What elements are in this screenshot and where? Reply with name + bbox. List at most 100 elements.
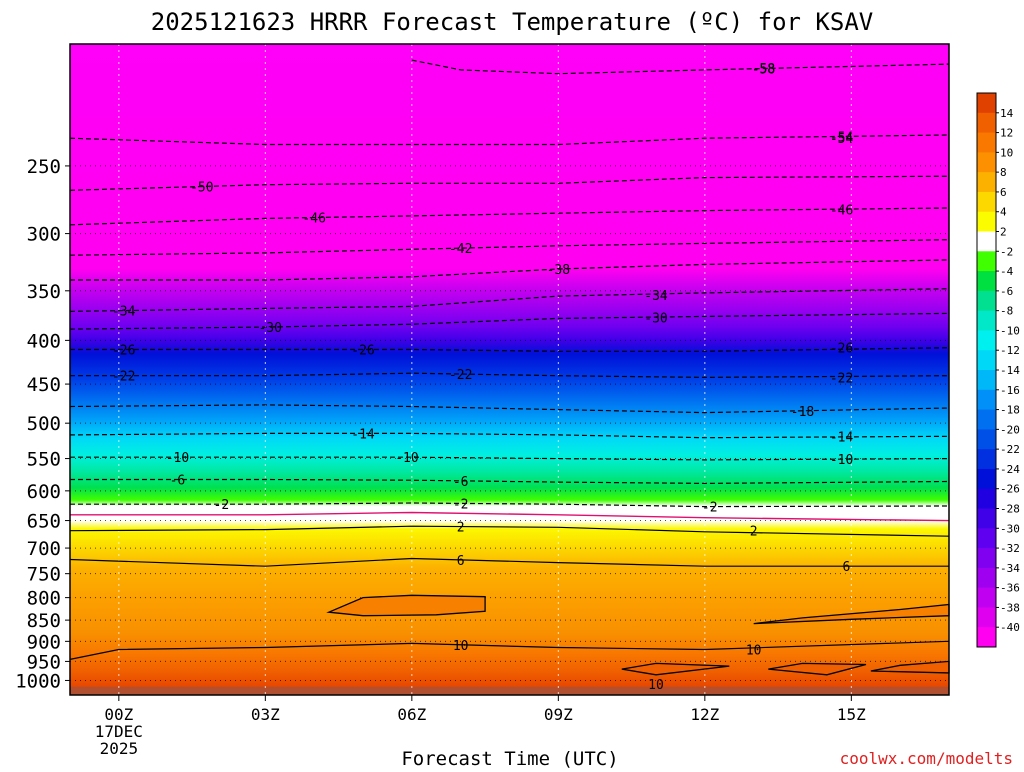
isotherm-label: -38 <box>547 263 570 278</box>
isotherm-label: -30 <box>644 311 667 326</box>
colorbar-swatch <box>977 627 996 648</box>
colorbar-label: -38 <box>1000 601 1020 614</box>
isotherm-label: -46 <box>830 203 853 218</box>
colorbar-swatch <box>977 251 996 272</box>
y-tick-label: 550 <box>27 449 61 471</box>
colorbar-label: -18 <box>1000 404 1020 417</box>
y-tick-label: 850 <box>27 610 61 632</box>
isotherm-label: -26 <box>112 344 135 359</box>
colorbar-swatch <box>977 548 996 569</box>
y-tick-label: 650 <box>27 511 61 533</box>
colorbar-swatch <box>977 409 996 430</box>
colorbar: 14 12 10 8 6 4 2 -2 -4 -6 -8 -10 -12 -14 -16 -18 -20 -22 -… <box>976 92 1020 648</box>
isotherm-line <box>69 207 950 226</box>
axes: 2503003504004505005506006507007508008509… <box>15 43 950 758</box>
freezing-line <box>70 511 950 522</box>
colorbar-label: -22 <box>1000 443 1020 456</box>
colorbar-label: 2 <box>1000 226 1007 239</box>
isotherm-line <box>69 239 950 256</box>
colorbar-swatch <box>977 389 996 411</box>
x-tick-label: 09Z <box>544 705 573 724</box>
isotherm-layer: -58-54-50-46-42-38-34-30-26-22-18-14-10-… <box>69 59 950 693</box>
x-tick-year: 2025 <box>100 739 139 758</box>
chart-title: 2025121623 HRRR Forecast Temperature (ºC… <box>151 8 873 36</box>
y-tick-label: 750 <box>27 564 61 586</box>
isotherm-label: -58 <box>752 62 775 77</box>
x-tick-date: 17DEC <box>95 722 143 741</box>
colorbar-label: 10 <box>1000 146 1013 159</box>
y-tick-label: 500 <box>27 413 61 435</box>
y-tick-label: 700 <box>27 538 61 560</box>
isotherm-label: 6 <box>457 554 465 569</box>
isotherm-line <box>70 259 950 281</box>
colorbar-label: -30 <box>1000 522 1020 535</box>
isotherm-label: -10 <box>395 451 418 466</box>
colorbar-label: -2 <box>1000 245 1013 258</box>
colorbar-label: -12 <box>1000 344 1020 357</box>
y-tick-label: 900 <box>27 631 61 653</box>
colorbar-swatch <box>977 330 996 351</box>
y-tick-label: 1000 <box>15 670 61 692</box>
isotherm-line <box>69 404 950 414</box>
isotherm-label: -34 <box>644 289 668 304</box>
colorbar-label: -26 <box>1000 483 1020 496</box>
colorbar-swatch <box>977 112 996 134</box>
isotherm-line <box>70 456 950 461</box>
isotherm-line <box>69 640 950 660</box>
colorbar-label: 6 <box>1000 186 1007 199</box>
colorbar-swatch <box>977 508 996 529</box>
isotherm-label: 10 <box>746 643 762 658</box>
isotherm-line <box>69 312 950 330</box>
isotherm-label: -26 <box>830 342 853 357</box>
isotherm-line <box>70 502 950 508</box>
y-tick-label: 300 <box>27 224 61 246</box>
isotherm-line <box>70 347 950 352</box>
y-tick-label: 450 <box>27 374 61 396</box>
isotherm-label: 2 <box>750 525 758 540</box>
isotherm-label: -22 <box>112 370 135 385</box>
colorbar-label: -36 <box>1000 582 1020 595</box>
x-axis-label: Forecast Time (UTC) <box>401 748 618 768</box>
colorbar-swatch <box>977 370 996 391</box>
colorbar-label: -6 <box>1000 285 1013 298</box>
colorbar-swatch <box>977 429 996 450</box>
colorbar-swatch <box>977 231 996 252</box>
isotherm-line <box>69 525 950 537</box>
isotherm-label: -6 <box>453 475 469 490</box>
isotherm-label: -46 <box>302 212 325 227</box>
colorbar-label: -24 <box>1000 463 1020 476</box>
isotherm-label: -18 <box>791 405 814 420</box>
colorbar-swatch <box>977 567 996 589</box>
isotherm-label: -22 <box>830 371 853 386</box>
colorbar-swatch <box>977 93 996 114</box>
colorbar-label: -40 <box>1000 621 1020 634</box>
temperature-field <box>70 44 949 695</box>
colorbar-label: -28 <box>1000 503 1020 516</box>
isotherm-label: -2 <box>702 501 718 516</box>
isotherm-label: -34 <box>112 305 136 320</box>
isotherm-label: -58 <box>752 62 775 77</box>
y-tick-label: 250 <box>27 156 61 178</box>
colorbar-label: -16 <box>1000 384 1020 397</box>
colorbar-label: -4 <box>1000 265 1014 278</box>
colorbar-swatch <box>977 587 996 608</box>
colorbar-label: 8 <box>1000 166 1007 179</box>
colorbar-label: -10 <box>1000 324 1020 337</box>
isotherm-label: 10 <box>648 678 664 693</box>
closed-contour <box>621 662 730 676</box>
plot-area <box>70 44 949 695</box>
isotherm-label: -30 <box>258 321 281 336</box>
isotherm-label: 6 <box>843 560 851 575</box>
isotherm-label: -10 <box>830 453 853 468</box>
colorbar-label: -34 <box>1000 562 1020 575</box>
y-tick-label: 600 <box>27 481 61 503</box>
surface-band <box>70 687 949 695</box>
isotherm-label: -14 <box>351 427 375 442</box>
colorbar-swatch <box>977 290 996 312</box>
credit-text: coolwx.com/modelts <box>840 749 1013 768</box>
isotherm-label: -50 <box>190 181 213 196</box>
colorbar-swatch <box>977 132 996 153</box>
y-tick-label: 800 <box>27 588 61 610</box>
